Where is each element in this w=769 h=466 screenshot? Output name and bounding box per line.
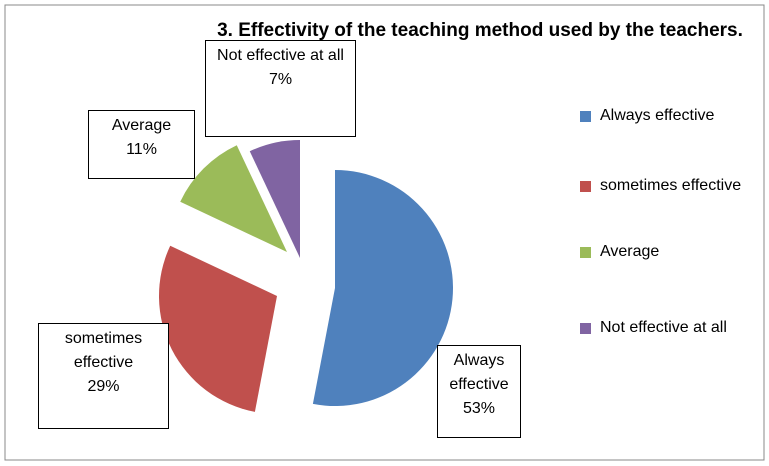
legend-swatch: [580, 247, 591, 258]
data-label: Not effective at all 7%: [205, 40, 356, 137]
legend-swatch: [580, 323, 591, 334]
legend-label: Not effective at all: [600, 319, 727, 336]
legend-swatch: [580, 111, 591, 122]
pie-slice: [249, 140, 300, 258]
legend-item: Average: [580, 240, 765, 264]
legend-item: Always effective: [580, 104, 765, 128]
legend-item: Not effective at all: [580, 316, 765, 340]
pie-slice: [159, 245, 277, 412]
data-label-value: 11%: [126, 141, 157, 158]
legend-label: Always effective: [600, 107, 715, 124]
data-label-category: Not effective at all: [217, 47, 344, 64]
data-label-category: Average: [111, 117, 172, 134]
legend-swatch: [580, 181, 591, 192]
legend-label: sometimes effective: [600, 177, 742, 194]
legend-item: sometimes effective: [580, 174, 765, 198]
data-label-value: 29%: [87, 378, 120, 395]
data-label: Average 11%: [88, 110, 195, 179]
chart-title: 3. Effectivity of the teaching method us…: [217, 20, 743, 41]
pie-slice: [180, 145, 287, 252]
data-label: Always effective 53%: [437, 345, 521, 438]
data-label-category: Always effective: [449, 352, 509, 393]
legend-label: Average: [600, 243, 660, 260]
data-label-value: 53%: [462, 400, 496, 417]
data-label-category: sometimes effective: [64, 330, 143, 371]
data-label-value: 7%: [268, 71, 293, 88]
data-label: sometimes effective 29%: [38, 323, 169, 429]
pie-slice: [312, 170, 454, 407]
